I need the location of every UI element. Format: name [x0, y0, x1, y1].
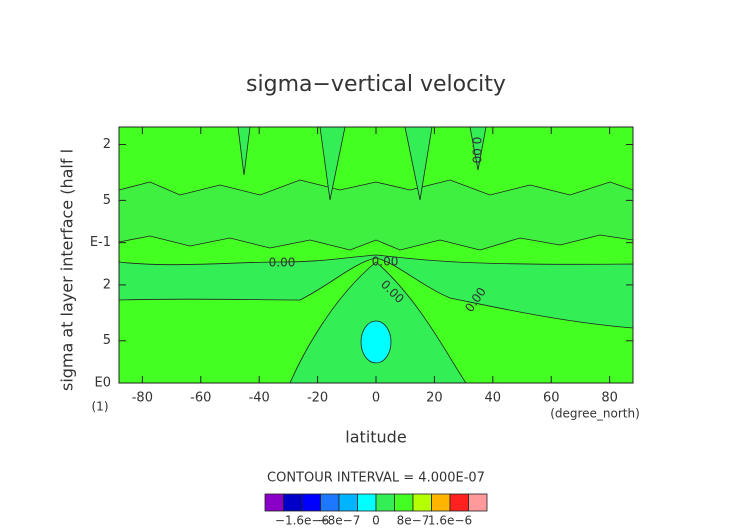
contour-field [119, 127, 633, 383]
colorbar-tick-label: 1.6e−6 [428, 514, 472, 528]
y-tick-label: E-1 [90, 235, 111, 250]
colorbar-box [468, 493, 488, 512]
contour-fill [237, 127, 487, 201]
colorbar-tick-label: −8e−7 [318, 514, 361, 528]
colorbar-box [283, 493, 303, 512]
contour-label: 0.00 [269, 256, 296, 270]
x-tick-label: -20 [307, 391, 328, 406]
colorbar-tick-label: 0 [372, 514, 380, 528]
contour-fill [119, 254, 633, 329]
x-tick-label: -40 [249, 391, 270, 406]
x-unit: (degree_north) [550, 407, 640, 421]
y-tick-label: 2 [103, 277, 111, 292]
y-tick-label: E0 [95, 376, 112, 391]
colorbar-box [264, 493, 284, 512]
x-tick-label: 80 [601, 391, 618, 406]
colorbar-tick-label: 8e−7 [397, 514, 430, 528]
contour-label: 0.00 [470, 137, 484, 164]
x-tick-label: 40 [485, 391, 502, 406]
colorbar-box [431, 493, 451, 512]
contour-fill [119, 179, 633, 251]
x-tick-label: 20 [426, 391, 443, 406]
y-unit: (1) [92, 400, 109, 414]
y-axis-label: sigma at layer interface (half l [58, 149, 77, 391]
colorbar-box [412, 493, 432, 512]
colorbar-box [449, 493, 469, 512]
chart-title: sigma−vertical velocity [246, 72, 506, 97]
x-tick-label: 60 [543, 391, 560, 406]
colorbar-box [320, 493, 340, 512]
colorbar-tick-label: −1.6e−6 [275, 514, 329, 528]
contour-label: 0.00 [372, 255, 399, 269]
colorbar-box [338, 493, 358, 512]
x-tick-label: -80 [132, 391, 153, 406]
y-tick-label: 5 [103, 333, 111, 348]
colorbar-box [375, 493, 395, 512]
contour-fill [360, 320, 392, 364]
y-tick-label: 2 [103, 137, 111, 152]
x-tick-label: 0 [372, 391, 380, 406]
colorbar-box [357, 493, 377, 512]
colorbar-box [301, 493, 321, 512]
x-axis-label: latitude [345, 428, 406, 447]
y-tick-label: 5 [103, 193, 111, 208]
colorbar-box [394, 493, 414, 512]
colorbar-title: CONTOUR INTERVAL = 4.000E-07 [267, 471, 485, 486]
x-tick-label: -60 [190, 391, 211, 406]
